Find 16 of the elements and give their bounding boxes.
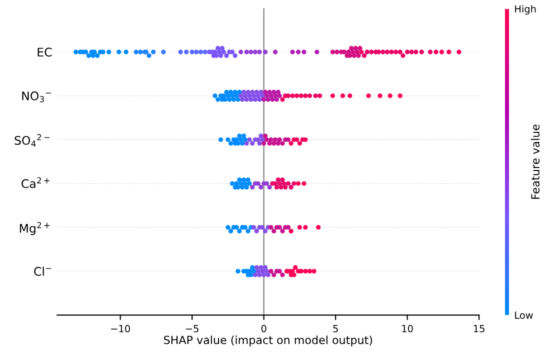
y-tick-label: Mg$^{2+}$ <box>20 222 50 236</box>
x-tick-label: 10 <box>402 324 413 332</box>
x-axis-title: SHAP value (impact on model output) <box>164 336 372 346</box>
x-tick-label: −10 <box>111 324 130 332</box>
x-tick-label: −5 <box>186 325 198 332</box>
y-tick-label: NO$_{3}$$^{−}$ <box>22 91 52 102</box>
x-tick-label: 15 <box>474 325 484 332</box>
y-tick-label: Ca$^{2+}$ <box>22 177 50 188</box>
y-tick-label: Cl$^{−}$ <box>34 266 52 276</box>
y-tick-label: EC <box>38 48 52 57</box>
color-bar-label: Low <box>515 312 533 319</box>
x-tick-label: 0 <box>261 324 266 332</box>
color-bar-title: Feature value <box>530 124 540 199</box>
color-bar-label: High <box>515 5 536 15</box>
x-tick-label: 5 <box>333 325 338 332</box>
y-tick-label: SO$_{4}$$^{2−}$ <box>14 134 50 147</box>
